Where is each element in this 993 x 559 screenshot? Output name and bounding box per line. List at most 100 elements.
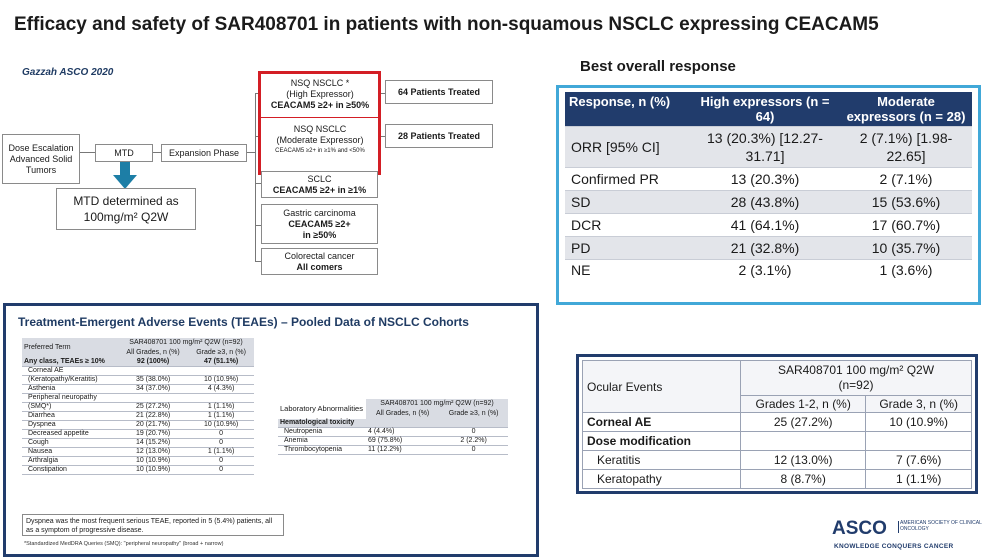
grade3-value: 0	[188, 429, 254, 439]
row-label: Nausea	[22, 447, 118, 457]
row-label: NE	[565, 259, 690, 281]
column-header: All Grades, n (%)	[366, 409, 440, 419]
mtd-box: MTD	[95, 144, 153, 162]
table-row: Neutropenia 4 (4.4%) 0	[278, 427, 508, 437]
grade3-value: 0	[188, 465, 254, 475]
grade3-value: 47 (51.1%)	[188, 358, 254, 367]
table-row: Corneal AE 25 (27.2%) 10 (10.9%)	[582, 412, 972, 432]
column-header: Moderate expressors (n = 28)	[840, 92, 972, 127]
grade3-value: 10 (10.9%)	[865, 412, 972, 432]
ocular-events-table: Ocular Events SAR408701 100 mg/m² Q2W (n…	[582, 360, 972, 489]
grade3-value	[188, 393, 254, 403]
cohort-subtitle: (Moderate Expressor)	[276, 134, 364, 145]
table-row: NE 2 (3.1%) 1 (3.6%)	[565, 259, 972, 281]
row-label: Any class, TEAEs ≥ 10%	[22, 358, 118, 367]
teae-heading: Treatment-Emergent Adverse Events (TEAEs…	[18, 315, 469, 329]
all-grades-value: 10 (10.9%)	[118, 456, 189, 466]
connector	[381, 136, 385, 137]
connector	[255, 183, 261, 184]
all-grades-value: 11 (12.2%)	[366, 445, 440, 455]
all-grades-value: 34 (37.0%)	[118, 384, 189, 394]
table-row: Corneal AE	[22, 366, 254, 376]
asco-logo: ASCO AMERICAN SOCIETY OF CLINICAL ONCOLO…	[832, 518, 992, 556]
row-label: Asthenia	[22, 384, 118, 394]
row-label: Diarrhea	[22, 411, 118, 421]
divider	[261, 117, 378, 118]
row-label: ORR [95% CI]	[565, 126, 690, 168]
table-row: Asthenia 34 (37.0%) 4 (4.3%)	[22, 384, 254, 394]
row-label: Constipation	[22, 465, 118, 475]
cohort-name: SCLC	[307, 173, 332, 184]
table-row: PD 21 (32.8%) 10 (35.7%)	[565, 236, 972, 260]
author-citation: Gazzah ASCO 2020	[22, 67, 114, 78]
table-row: Arthralgia 10 (10.9%) 0	[22, 456, 254, 466]
row-label: Keratopathy	[582, 469, 741, 489]
all-grades-value: 25 (27.2%)	[118, 402, 189, 412]
cohort-criteria: CEACAM5 ≥2+ in ≥50%	[288, 218, 351, 240]
column-header: Grade ≥3, n (%)	[188, 348, 254, 358]
treated-count: 64 Patients Treated	[397, 86, 481, 97]
cohort-moderate-expressor: NSQ NSCLC (Moderate Expressor) CEACAM5 ≥…	[264, 120, 376, 160]
teae-table: Preferred Term SAR408701 100 mg/m² Q2W (…	[22, 338, 254, 475]
expansion-phase-box: Expansion Phase	[161, 144, 247, 162]
high-value: 13 (20.3%) [12.27-31.71]	[690, 126, 840, 168]
table-row: Confirmed PR 13 (20.3%) 2 (7.1%)	[565, 167, 972, 191]
grade3-value	[188, 366, 254, 376]
moderate-treated-box: 28 Patients Treated	[385, 124, 493, 148]
table-row: SD 28 (43.8%) 15 (53.6%)	[565, 190, 972, 214]
all-grades-value: 20 (21.7%)	[118, 420, 189, 430]
table-row: Nausea 12 (13.0%) 1 (1.1%)	[22, 447, 254, 457]
connector	[381, 93, 385, 94]
all-grades-value: 19 (20.7%)	[118, 429, 189, 439]
page-title: Efficacy and safety of SAR408701 in pati…	[14, 14, 879, 35]
connector	[255, 261, 261, 262]
row-label: SD	[565, 190, 690, 214]
cohort-name: NSQ NSCLC *	[290, 78, 350, 88]
grade3-value: 1 (1.1%)	[188, 447, 254, 457]
cohort-subtitle: (High Expressor)	[286, 89, 354, 99]
cohort-name: NSQ NSCLC	[293, 123, 347, 134]
teae-note-box: Dyspnea was the most frequent serious TE…	[22, 514, 284, 536]
logo-divider	[898, 521, 899, 533]
moderate-value: 2 (7.1%) [1.98-22.65]	[840, 126, 972, 168]
row-label: Decreased appetite	[22, 429, 118, 439]
table-row: Constipation 10 (10.9%) 0	[22, 465, 254, 475]
row-label: Dyspnea	[22, 420, 118, 430]
expansion-phase-label: Expansion Phase	[168, 147, 240, 158]
table-row: DCR 41 (64.1%) 17 (60.7%)	[565, 213, 972, 237]
column-group-header: SAR408701 100 mg/m² Q2W (n=92)	[366, 399, 508, 409]
teae-footnote: *Standardized MedDRA Queries (SMQ): "per…	[24, 541, 224, 547]
high-value: 28 (43.8%)	[690, 190, 840, 214]
cohort-gastric: Gastric carcinoma CEACAM5 ≥2+ in ≥50%	[261, 204, 378, 244]
grade3-value: 0	[188, 456, 254, 466]
grade12-value: 25 (27.2%)	[739, 412, 867, 432]
grade3-value: 2 (2.2%)	[439, 436, 508, 446]
grade12-value: 12 (13.0%)	[739, 450, 867, 470]
table-row: Dose modification	[582, 431, 972, 451]
row-label: Corneal AE	[582, 412, 741, 432]
asco-society-name: AMERICAN SOCIETY OF CLINICAL ONCOLOGY	[900, 520, 982, 532]
connector	[247, 152, 255, 153]
grade3-value: 0	[188, 438, 254, 448]
row-label: PD	[565, 236, 690, 260]
high-value: 41 (64.1%)	[690, 213, 840, 237]
row-label: Neutropenia	[278, 427, 366, 437]
grade12-value	[739, 431, 867, 451]
all-grades-value: 4 (4.4%)	[366, 427, 440, 437]
row-label: Peripheral neuropathy	[22, 393, 118, 403]
column-header: All Grades, n (%)	[118, 348, 189, 358]
treated-count: 28 Patients Treated	[397, 130, 481, 141]
best-response-panel: Response, n (%) High expressors (n = 64)…	[556, 85, 981, 305]
row-label: Dose modification	[582, 431, 741, 451]
moderate-value: 15 (53.6%)	[840, 190, 972, 214]
ocular-events-panel: Ocular Events SAR408701 100 mg/m² Q2W (n…	[576, 354, 978, 494]
moderate-value: 10 (35.7%)	[840, 236, 972, 260]
high-value: 13 (20.3%)	[690, 167, 840, 191]
all-grades-value	[118, 366, 189, 376]
table-row: Hematological toxicity	[278, 419, 508, 428]
section-label: Hematological toxicity	[278, 419, 508, 428]
table-row: Cough 14 (15.2%) 0	[22, 438, 254, 448]
mtd-note-line: MTD determined as	[73, 194, 179, 208]
grade3-value: 1 (1.1%)	[865, 469, 972, 489]
cohort-criteria: CEACAM5 ≥2+ in ≥50%	[270, 100, 370, 110]
